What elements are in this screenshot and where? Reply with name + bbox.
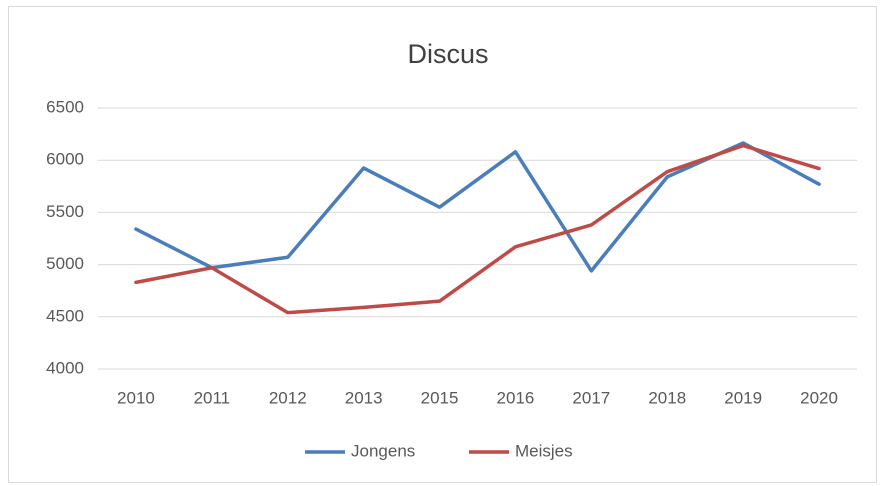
- x-tick-label: 2020: [800, 388, 838, 407]
- y-tick-label: 5000: [46, 254, 84, 273]
- x-tick-label: 2013: [345, 388, 383, 407]
- x-tick-label: 2017: [572, 388, 610, 407]
- x-tick-label: 2012: [269, 388, 307, 407]
- y-tick-label: 5500: [46, 202, 84, 221]
- y-tick-label: 6500: [46, 97, 84, 116]
- chart-title: Discus: [407, 39, 488, 69]
- x-tick-label: 2015: [421, 388, 459, 407]
- legend-label: Jongens: [351, 441, 415, 460]
- y-tick-label: 4500: [46, 306, 84, 325]
- series-line: [134, 143, 821, 315]
- y-tick-label: 6000: [46, 150, 84, 169]
- x-tick-label: 2019: [724, 388, 762, 407]
- x-tick-label: 2010: [117, 388, 155, 407]
- x-tick-label: 2011: [194, 388, 231, 407]
- legend-label: Meisjes: [515, 441, 573, 460]
- y-tick-label: 4000: [46, 358, 84, 377]
- chart-border: [8, 6, 877, 483]
- x-tick-label: 2016: [497, 388, 535, 407]
- x-tick-label: 2018: [648, 388, 686, 407]
